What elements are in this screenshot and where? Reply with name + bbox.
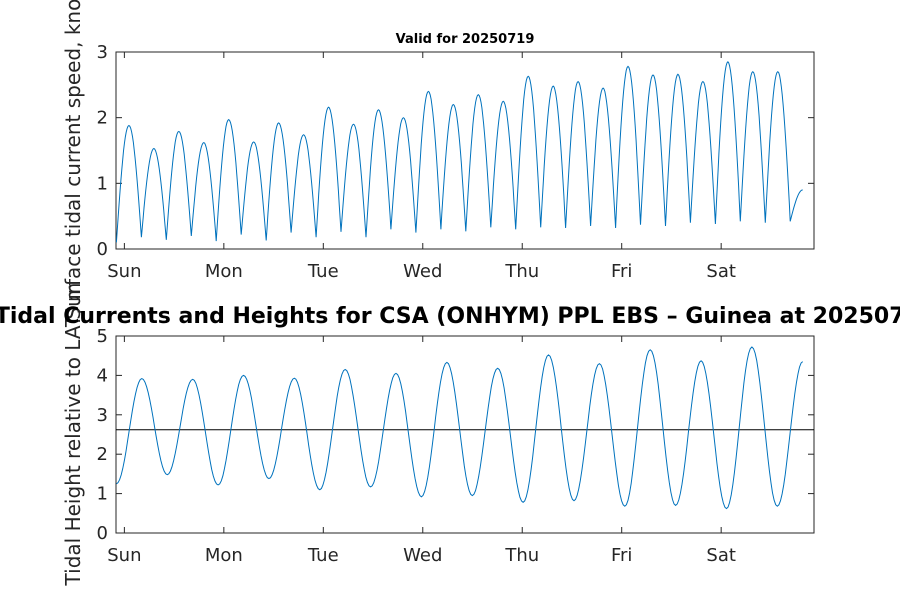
y-tick-label: 1 xyxy=(97,173,108,194)
x-tick-label-sat: Sat xyxy=(706,545,736,566)
current-speed-y-axis-label: Surface tidal current speed, knots xyxy=(61,0,85,320)
x-tick-label-mon: Mon xyxy=(205,261,243,282)
x-tick-label-sun: Sun xyxy=(107,545,141,566)
y-tick-label: 3 xyxy=(97,405,108,426)
x-tick-label-wed: Wed xyxy=(403,261,442,282)
y-tick-label: 1 xyxy=(97,484,108,505)
x-tick-label-thu: Thu xyxy=(504,545,539,566)
x-tick-label-sun: Sun xyxy=(107,261,141,282)
current-speed-title: Valid for 20250719 xyxy=(396,32,535,47)
current-speed-panel: Valid for 20250719 0 1 2 3 Sun Mon Tue Wed Thu Fr… xyxy=(61,0,815,320)
y-tick-label: 5 xyxy=(97,326,108,347)
x-tick-label-wed: Wed xyxy=(403,545,442,566)
y-tick-label: 2 xyxy=(97,444,108,465)
x-tick-label-fri: Fri xyxy=(611,261,632,282)
x-tick-label-tue: Tue xyxy=(307,261,339,282)
y-tick-label: 3 xyxy=(97,42,108,63)
current-speed-series-line xyxy=(115,60,803,243)
y-tick-label: 4 xyxy=(97,365,108,386)
x-tick-label-sat: Sat xyxy=(706,261,736,282)
tidal-height-y-axis-label: Tidal Height relative to LAT, m xyxy=(61,283,85,587)
tidal-height-series-line xyxy=(116,346,804,510)
y-tick-label: 0 xyxy=(97,523,108,544)
main-chart-title: Tidal Currents and Heights for CSA (ONHY… xyxy=(0,304,900,329)
x-tick-label-fri: Fri xyxy=(611,545,632,566)
y-tick-label: 0 xyxy=(97,239,108,260)
x-tick-label-thu: Thu xyxy=(504,261,539,282)
x-tick-label-tue: Tue xyxy=(307,545,339,566)
y-tick-label: 2 xyxy=(97,108,108,129)
tidal-height-panel: 0 1 2 3 4 5 Sun Mon Tue Wed Thu Fri Sat Tidal Height… xyxy=(61,283,815,587)
x-tick-label-mon: Mon xyxy=(205,545,243,566)
